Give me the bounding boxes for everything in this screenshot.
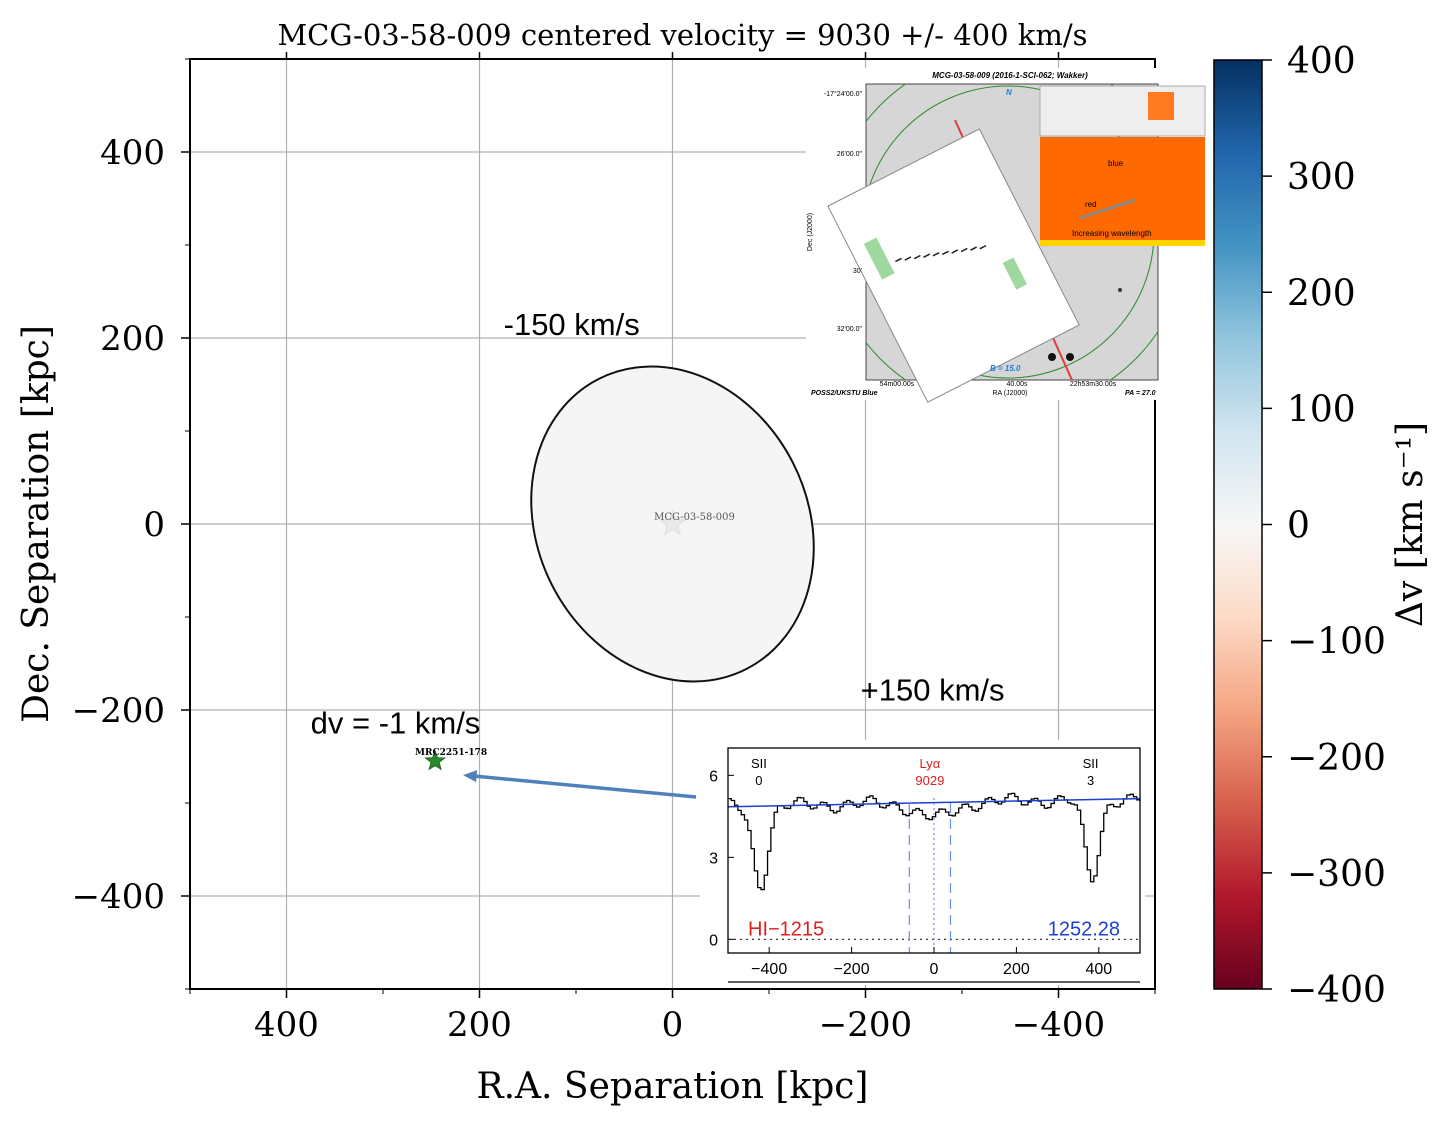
colorbar-tick-label: −400 xyxy=(1287,970,1386,1011)
inset-ra-label: RA (J2000) xyxy=(992,390,1027,397)
colorbar-label: Δv [km s⁻¹] xyxy=(1390,422,1431,627)
spectrum-right-annotation: 1252.28 xyxy=(1048,918,1120,940)
spectrum-y-tick-label: 3 xyxy=(709,850,718,867)
spectrum-left-line-order: 0 xyxy=(755,773,762,788)
colorbar-tick-label: 0 xyxy=(1287,506,1310,547)
spectrum-flux xyxy=(728,792,1141,891)
inset-dec-tick: 26'00.0" xyxy=(837,151,863,158)
spectrum-right-line-order: 3 xyxy=(1087,773,1094,788)
spectrum-x-tick-label: 200 xyxy=(1003,961,1030,978)
inset-dec-tick: -17°24'00.0" xyxy=(824,90,863,98)
x-axis-label: R.A. Separation [kpc] xyxy=(477,1066,869,1107)
spectrum-x-tick-label: 0 xyxy=(930,961,939,978)
rotated-datapoint xyxy=(960,247,968,253)
inset-dec-tick: 32'00.0" xyxy=(837,326,863,333)
spectrum-lya-velocity: 9029 xyxy=(915,773,944,788)
x-tick-label: 400 xyxy=(254,1005,319,1045)
star-blob xyxy=(1066,353,1074,361)
chart-title: MCG-03-58-009 centered velocity = 9030 +… xyxy=(277,18,1087,52)
rotated-datapoint xyxy=(979,244,987,250)
colorbar: 400 300 200 100 0 −100 −200 −300 −400 Δv [km s⁻¹] xyxy=(1213,41,1431,1011)
spectrum-2d-arrow xyxy=(1079,198,1136,220)
inset-ra-tick: 54m00.00s xyxy=(880,381,915,388)
inset-spectrum: −400 −200 0 200 400 0 3 6 SII 0 SII 3 Lyα 9029 HI−1215… xyxy=(700,740,1145,985)
colorbar-bar xyxy=(1213,59,1263,990)
annotation-dv: dv = -1 km/s xyxy=(311,705,481,740)
rotated-panel-bg xyxy=(827,128,1080,403)
colorbar-tick-label: 200 xyxy=(1287,273,1356,314)
y-tick-label: 200 xyxy=(100,319,165,359)
rotated-highlight xyxy=(1002,257,1028,290)
rotated-datapoint xyxy=(904,256,912,261)
spectrum-x-tick-label: 400 xyxy=(1085,961,1112,978)
spectrum-left-line-name: SII xyxy=(751,756,767,771)
rotated-datapoint xyxy=(941,250,949,256)
panel-label-red: red xyxy=(1085,200,1097,209)
star-blob xyxy=(1048,353,1056,361)
spectrum-x-tick-label: −400 xyxy=(751,961,787,978)
spectrum-right-line-name: SII xyxy=(1083,756,1099,771)
x-tick-label: −400 xyxy=(1012,1005,1105,1045)
y-tick-label: −200 xyxy=(72,691,165,731)
galaxy-star-marker xyxy=(658,509,687,536)
target-label: MRC2251-178 xyxy=(415,748,487,758)
y-tick-label: 400 xyxy=(100,133,165,173)
y-axis-label: Dec. Separation [kpc] xyxy=(16,325,57,723)
y-tick-label: 0 xyxy=(143,505,165,545)
main-plot: MCG-03-58-009 -150 km/s +150 km/s dv = -1 k… xyxy=(16,18,1156,1107)
inset-image: blue red Increasing wavelength MCG-03-58-00… xyxy=(806,68,1206,403)
inset-compass: N xyxy=(1006,88,1012,97)
inset-pa: PA = 27.0 xyxy=(1125,390,1156,397)
x-tick-label: 0 xyxy=(662,1005,684,1045)
rotated-datapoint xyxy=(932,252,940,257)
colorbar-tick-label: 400 xyxy=(1287,41,1356,82)
rotated-datapoint xyxy=(923,253,931,258)
pointer-arrow xyxy=(474,774,697,799)
spectrum-left-annotation: HI−1215 xyxy=(748,918,824,940)
inset-spectrum-background xyxy=(700,740,1145,985)
panel-label-blue: blue xyxy=(1108,159,1124,168)
colorbar-tick-label: −100 xyxy=(1287,622,1386,663)
rotated-highlight xyxy=(863,237,895,280)
spectrum-2d-colorstrip xyxy=(1040,240,1205,246)
inset-dec-label: Dec (J2000) xyxy=(807,213,814,251)
inset-b-value: B = 15.0 xyxy=(990,364,1021,373)
viewer-toolbar xyxy=(1039,85,1206,137)
x-tick-label: 200 xyxy=(447,1005,512,1045)
rotated-spectrum-panel xyxy=(827,128,1080,403)
x-tick-label: −200 xyxy=(819,1005,912,1045)
y-tick-label: −400 xyxy=(72,877,165,917)
pointer-arrowhead xyxy=(463,770,478,783)
annotation-plus150: +150 km/s xyxy=(861,673,1005,708)
inset-ra-tick: 22h53m30.00s xyxy=(1070,381,1117,388)
inset-survey: POSS2/UKSTU Blue xyxy=(811,390,878,397)
spectrum-continuum xyxy=(727,797,1141,808)
spectrum-lya-label: Lyα xyxy=(919,756,940,771)
inset-dec-tick: 30' xyxy=(853,268,862,275)
inset-ra-tick: 40.00s xyxy=(1006,381,1028,388)
colorbar-tick-label: −200 xyxy=(1287,738,1386,779)
rotated-datapoint xyxy=(895,257,902,263)
spectrum-y-tick-label: 6 xyxy=(709,768,718,785)
rotated-datapoint xyxy=(951,249,959,254)
star-blob xyxy=(1118,288,1122,292)
spectrum-2d-panel xyxy=(1040,137,1205,242)
spectrum-x-tick-label: −200 xyxy=(834,961,870,978)
annotation-minus150: -150 km/s xyxy=(504,307,640,342)
inset-image-title: MCG-03-58-009 (2016-1-SCI-062; Wakker) xyxy=(932,71,1088,80)
colorbar-tick-label: −300 xyxy=(1287,854,1386,895)
target-star-marker xyxy=(424,749,446,771)
rotated-datapoint xyxy=(913,254,921,260)
colorbar-tick-label: 300 xyxy=(1287,157,1356,198)
spectrum-y-tick-label: 0 xyxy=(709,932,718,949)
colorbar-tick-label: 100 xyxy=(1287,389,1356,430)
panel-label-wavelength: Increasing wavelength xyxy=(1072,229,1152,238)
viewer-thumb xyxy=(1148,92,1174,120)
rotated-datapoint xyxy=(970,246,977,251)
galaxy-label: MCG-03-58-009 xyxy=(654,512,735,523)
